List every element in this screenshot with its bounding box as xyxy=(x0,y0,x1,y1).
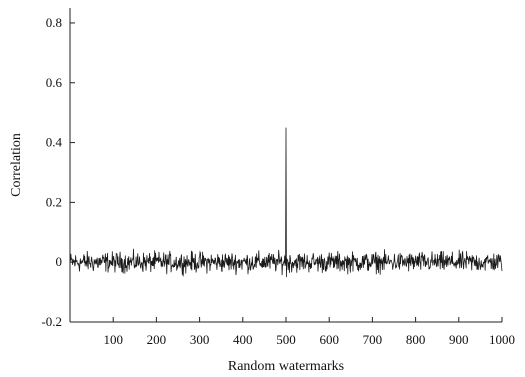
y-ticks: -0.2 0 0.2 0.4 0.6 0.8 xyxy=(41,15,75,329)
x-tick-label: 800 xyxy=(406,332,426,347)
y-tick-label: 0.2 xyxy=(46,194,62,209)
y-axis-label: Correlation xyxy=(9,133,24,197)
x-tick-label: 500 xyxy=(276,332,296,347)
x-ticks: 100 200 300 400 500 600 700 800 900 1000 xyxy=(103,317,515,347)
x-tick-label: 1000 xyxy=(489,332,515,347)
x-tick-label: 700 xyxy=(363,332,383,347)
x-tick-label: 200 xyxy=(147,332,167,347)
x-tick-label: 300 xyxy=(190,332,210,347)
x-tick-label: 600 xyxy=(319,332,339,347)
series-layer xyxy=(70,127,503,278)
x-tick-label: 100 xyxy=(103,332,123,347)
y-tick-label: 0.8 xyxy=(46,15,62,30)
correlation-series-line xyxy=(70,127,503,278)
x-tick-label: 400 xyxy=(233,332,253,347)
y-tick-label: -0.2 xyxy=(41,314,62,329)
x-axis-label: Random watermarks xyxy=(228,359,344,374)
y-tick-label: 0.4 xyxy=(46,135,63,150)
y-tick-label: 0.6 xyxy=(46,75,63,90)
y-tick-label: 0 xyxy=(56,254,63,269)
x-tick-label: 900 xyxy=(449,332,469,347)
